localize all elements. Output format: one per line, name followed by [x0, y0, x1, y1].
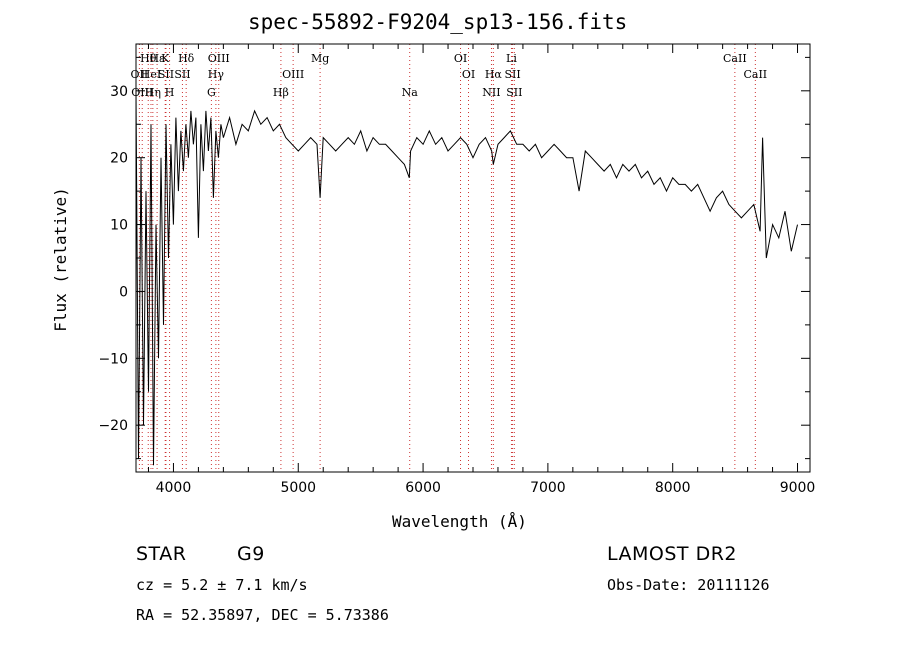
x-tick-label: 9000: [780, 480, 816, 496]
spectral-line-label: K: [161, 52, 170, 65]
y-tick-label: 10: [110, 218, 128, 234]
spectral-line-label: Hγ: [208, 68, 225, 81]
spectral-line-label: OIII: [131, 86, 153, 99]
spectral-line-label: OIII: [282, 68, 304, 81]
tick-layer: [136, 44, 810, 472]
spectral-line-label: NII: [482, 86, 500, 99]
object-class: STAR: [136, 543, 187, 565]
y-tick-label: 20: [110, 151, 128, 167]
y-tick-label: 0: [119, 284, 128, 300]
y-tick-label: −10: [98, 351, 128, 367]
spectral-line-label: Li: [506, 52, 517, 65]
spectral-line-label: SII: [504, 68, 520, 81]
spectral-line-label: Hα: [485, 68, 503, 81]
spectral-line-label: Hθ: [140, 52, 157, 65]
coordinates: RA = 52.35897, DEC = 5.73386: [136, 606, 389, 624]
spectral-line-label: Hη: [145, 86, 161, 99]
x-tick-label: 7000: [530, 480, 566, 496]
spectral-line-label: Na: [402, 86, 419, 99]
y-tick-label: −20: [98, 418, 128, 434]
tick-label-layer: 4000 5000 6000 7000 8000 9000 −20 −10 0 10 20 30: [98, 84, 815, 496]
redshift-cz: cz = 5.2 ± 7.1 km/s: [136, 576, 308, 594]
spectral-line-label: OII: [131, 68, 149, 81]
spectral-line-label: SII: [174, 68, 190, 81]
spectral-line-label: SII: [158, 68, 174, 81]
spectral-line-label: Mg: [311, 52, 329, 65]
y-tick-label: 30: [110, 84, 128, 100]
plot-frame: [135, 43, 811, 473]
x-tick-label: 8000: [655, 480, 691, 496]
spectral-line-label: OI: [454, 52, 467, 65]
x-tick-label: 4000: [156, 480, 192, 496]
spectral-line-label: G: [207, 86, 216, 99]
x-axis-title: Wavelength (Å): [392, 512, 527, 531]
spectral-line-label: H: [165, 86, 175, 99]
observation-date: Obs-Date: 20111126: [607, 576, 770, 594]
spectral-line-label: Hδ: [178, 52, 195, 65]
spectral-line-label: CaII: [743, 68, 767, 81]
chart-title: spec-55892-F9204_sp13-156.fits: [248, 10, 628, 34]
spectral-line-label: CaII: [723, 52, 747, 65]
line-marker-layer: [138, 44, 756, 472]
spectral-line-label: HeI: [141, 68, 161, 81]
spectral-line-label: Hβ: [273, 86, 289, 99]
line-label-layer: OII OIII Hθ HeI Hη HεK SII H Hδ SII G Hγ OIII Hβ OIII M…: [131, 52, 768, 99]
y-axis-title: Flux (relative): [50, 187, 70, 332]
spectral-line-label: SII: [506, 86, 522, 99]
x-tick-label: 5000: [280, 480, 316, 496]
x-tick-label: 6000: [405, 480, 441, 496]
spectral-line-label: Hε: [149, 52, 165, 65]
object-subclass: G9: [237, 543, 265, 565]
survey-name: LAMOST DR2: [607, 543, 737, 565]
spectral-line-label: OIII: [208, 52, 230, 65]
spectral-line-label: OI: [462, 68, 475, 81]
spectrum-line: [135, 90, 798, 466]
